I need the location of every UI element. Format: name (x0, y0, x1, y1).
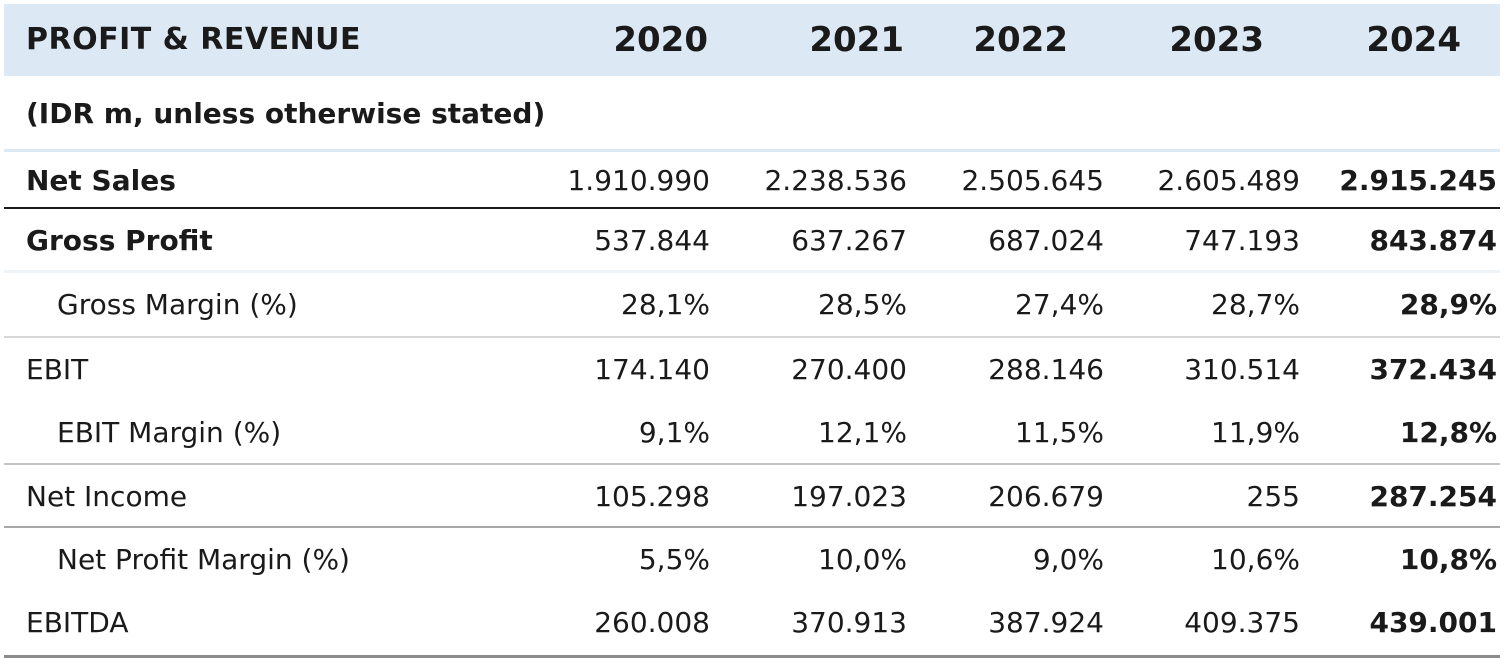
row-label: Net Profit Margin (%) (57, 543, 350, 576)
row-label: Net Sales (26, 163, 176, 197)
divider (4, 270, 1500, 273)
cell-2020: 174.140 (594, 353, 710, 386)
cell-2021: 270.400 (791, 353, 907, 386)
cell-2024: 439.001 (1369, 606, 1497, 639)
row-label: Gross Margin (%) (57, 288, 298, 321)
cell-2023: 28,7% (1211, 288, 1300, 321)
cell-2023: 2.605.489 (1157, 163, 1300, 197)
cell-2020: 5,5% (638, 543, 710, 576)
year-header-2020: 2020 (613, 20, 708, 60)
cell-2020: 537.844 (594, 223, 710, 257)
row-label: EBITDA (26, 606, 129, 639)
table-row-ebit: EBIT 174.140 270.400 288.146 310.514 372… (4, 338, 1500, 401)
divider (4, 655, 1500, 658)
cell-2022: 206.679 (988, 479, 1104, 513)
cell-2021: 637.267 (791, 223, 907, 257)
cell-2024: 372.434 (1369, 353, 1497, 386)
cell-2024: 28,9% (1399, 288, 1497, 321)
cell-2022: 687.024 (988, 223, 1104, 257)
table-row-gross-margin: Gross Margin (%) 28,1% 28,5% 27,4% 28,7%… (4, 273, 1500, 336)
row-label: Gross Profit (26, 223, 213, 257)
cell-2023: 310.514 (1184, 353, 1300, 386)
cell-2021: 370.913 (791, 606, 907, 639)
table-row-gross-profit: Gross Profit 537.844 637.267 687.024 747… (4, 209, 1500, 271)
divider (4, 149, 1500, 152)
year-header-2024: 2024 (1366, 20, 1461, 60)
table-row-ebitda: EBITDA 260.008 370.913 387.924 409.375 4… (4, 591, 1500, 654)
units-note: (IDR m, unless otherwise stated) (26, 97, 546, 130)
year-header-2023: 2023 (1169, 20, 1264, 60)
cell-2022: 9,0% (1032, 543, 1104, 576)
cell-2024: 843.874 (1369, 223, 1497, 257)
table-row-net-sales: Net Sales 1.910.990 2.238.536 2.505.645 … (4, 152, 1500, 208)
cell-2022: 288.146 (988, 353, 1104, 386)
cell-2023: 409.375 (1184, 606, 1300, 639)
table-row-ebit-margin: EBIT Margin (%) 9,1% 12,1% 11,5% 11,9% 1… (4, 401, 1500, 464)
table-header: PROFIT & REVENUE 2020 2021 2022 2023 202… (4, 4, 1500, 76)
divider (4, 526, 1500, 528)
cell-2021: 197.023 (791, 479, 907, 513)
cell-2020: 9,1% (638, 416, 710, 449)
table-row-net-income: Net Income 105.298 197.023 206.679 255 2… (4, 465, 1500, 527)
cell-2020: 260.008 (594, 606, 710, 639)
cell-2024: 2.915.245 (1339, 163, 1497, 197)
cell-2022: 27,4% (1015, 288, 1104, 321)
year-header-2021: 2021 (809, 20, 904, 60)
cell-2023: 747.193 (1184, 223, 1300, 257)
cell-2024: 10,8% (1399, 543, 1497, 576)
divider (4, 463, 1500, 465)
divider (4, 207, 1500, 209)
cell-2021: 2.238.536 (764, 163, 907, 197)
cell-2023: 255 (1246, 479, 1300, 513)
row-label: EBIT Margin (%) (57, 416, 282, 449)
row-label: EBIT (26, 353, 89, 386)
cell-2023: 11,9% (1211, 416, 1300, 449)
cell-2021: 28,5% (818, 288, 907, 321)
cell-2022: 2.505.645 (961, 163, 1104, 197)
cell-2024: 287.254 (1369, 479, 1497, 513)
table-title: PROFIT & REVENUE (26, 22, 362, 57)
cell-2020: 28,1% (621, 288, 710, 321)
cell-2020: 105.298 (594, 479, 710, 513)
cell-2020: 1.910.990 (567, 163, 710, 197)
table-row-net-profit-margin: Net Profit Margin (%) 5,5% 10,0% 9,0% 10… (4, 528, 1500, 591)
year-header-2022: 2022 (973, 20, 1068, 60)
cell-2023: 10,6% (1211, 543, 1300, 576)
row-label: Net Income (26, 479, 188, 513)
cell-2021: 12,1% (818, 416, 907, 449)
cell-2021: 10,0% (818, 543, 907, 576)
divider (4, 336, 1500, 338)
cell-2022: 11,5% (1015, 416, 1104, 449)
cell-2024: 12,8% (1399, 416, 1497, 449)
cell-2022: 387.924 (988, 606, 1104, 639)
